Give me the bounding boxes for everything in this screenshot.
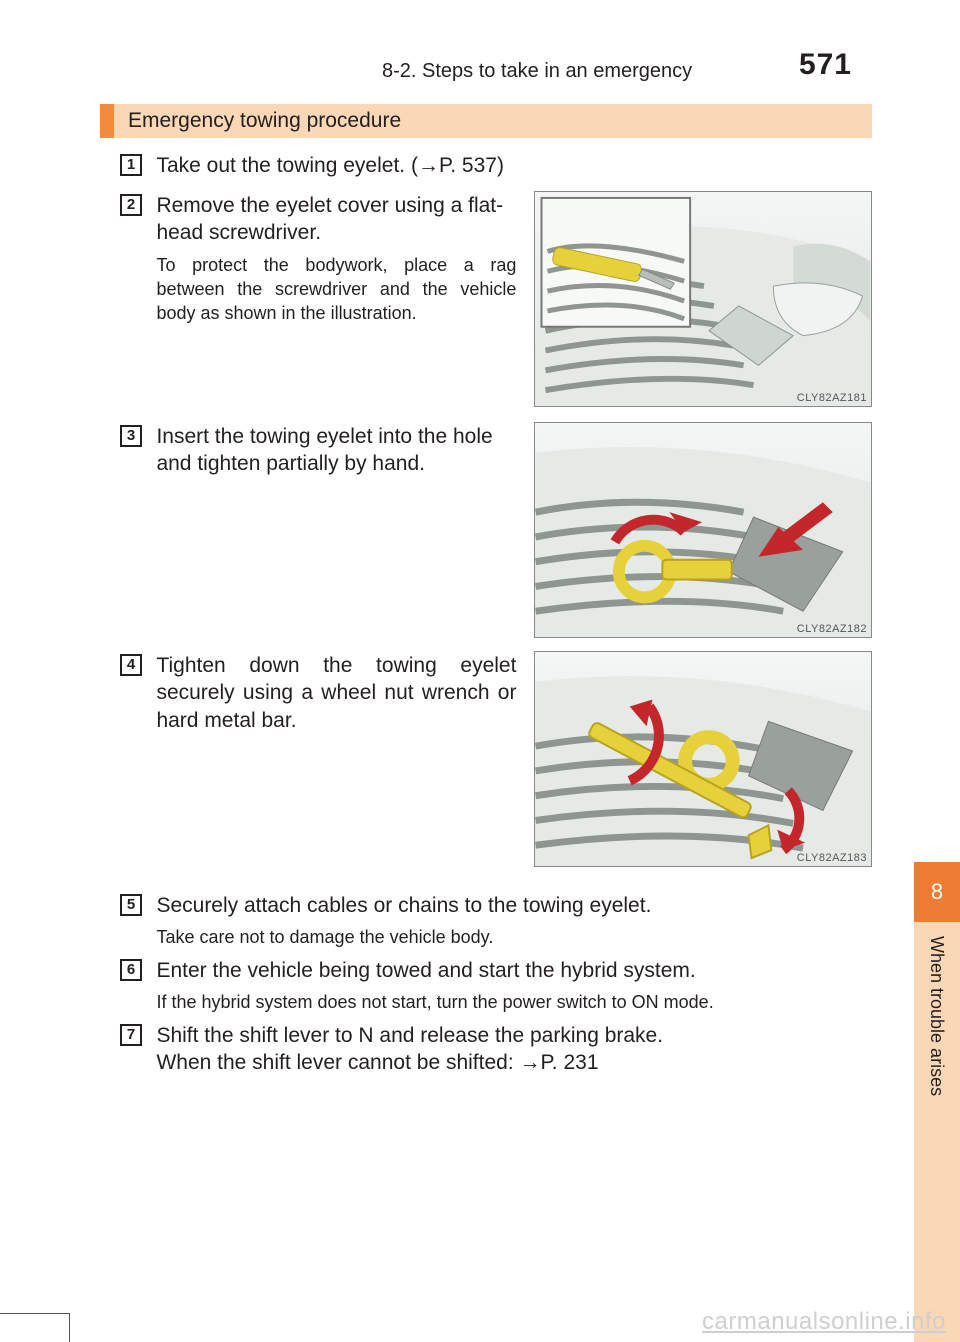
- step-number: 6: [120, 959, 142, 981]
- step-4: 4 Tighten down the towing eyelet securel…: [120, 652, 516, 734]
- step-3: 3 Insert the towing eyelet into the hole…: [120, 423, 516, 478]
- section-title: Emergency towing procedure: [128, 109, 401, 133]
- step-text: Enter the vehicle being towed and start …: [156, 957, 876, 1015]
- step-note: Take care not to damage the vehicle body…: [156, 925, 876, 949]
- step-main: Securely attach cables or chains to the …: [156, 894, 651, 917]
- step-number: 5: [120, 894, 142, 916]
- chapter-label: When trouble arises: [914, 922, 960, 1182]
- step-number: 1: [120, 154, 142, 176]
- crop-mark: [69, 1313, 70, 1342]
- step-number: 3: [120, 425, 142, 447]
- figure-insert-eyelet: CLY82AZ182: [534, 422, 872, 638]
- step-6: 6 Enter the vehicle being towed and star…: [120, 957, 876, 1015]
- chapter-tab: 8: [914, 862, 960, 922]
- step-number: 4: [120, 654, 142, 676]
- figure-id: CLY82AZ181: [797, 392, 867, 404]
- figure-id: CLY82AZ183: [797, 852, 867, 864]
- step-main: Enter the vehicle being towed and start …: [156, 959, 695, 982]
- section-accent: [100, 104, 114, 138]
- step-text: Tighten down the towing eyelet securely …: [156, 652, 516, 734]
- step-text: Take out the towing eyelet. (→P. 537): [156, 152, 876, 179]
- step-note: If the hybrid system does not start, tur…: [156, 990, 876, 1014]
- step-main: Remove the eyelet cover using a flat-hea…: [156, 194, 503, 244]
- step-7: 7 Shift the shift lever to N and release…: [120, 1022, 876, 1077]
- step-2: 2 Remove the eyelet cover using a flat-h…: [120, 192, 516, 325]
- section-header: Emergency towing procedure: [100, 104, 872, 138]
- step-note: To protect the bodywork, place a rag bet…: [156, 253, 516, 326]
- page-number: 571: [799, 48, 852, 82]
- step-5: 5 Securely attach cables or chains to th…: [120, 892, 876, 950]
- step-text: Shift the shift lever to N and release t…: [156, 1022, 876, 1077]
- step-text: Securely attach cables or chains to the …: [156, 892, 876, 950]
- step-text: Remove the eyelet cover using a flat-hea…: [156, 192, 516, 325]
- crop-mark: [0, 1313, 70, 1314]
- figure-tighten-eyelet: CLY82AZ183: [534, 651, 872, 867]
- breadcrumb: 8-2. Steps to take in an emergency: [382, 60, 692, 83]
- figure-remove-cover: CLY82AZ181: [534, 191, 872, 407]
- step-1: 1 Take out the towing eyelet. (→P. 537): [120, 152, 876, 179]
- watermark: carmanualsonline.info: [702, 1308, 946, 1336]
- step-text: Insert the towing eyelet into the hole a…: [156, 423, 516, 478]
- step-number: 7: [120, 1024, 142, 1046]
- step-number: 2: [120, 194, 142, 216]
- figure-id: CLY82AZ182: [797, 623, 867, 635]
